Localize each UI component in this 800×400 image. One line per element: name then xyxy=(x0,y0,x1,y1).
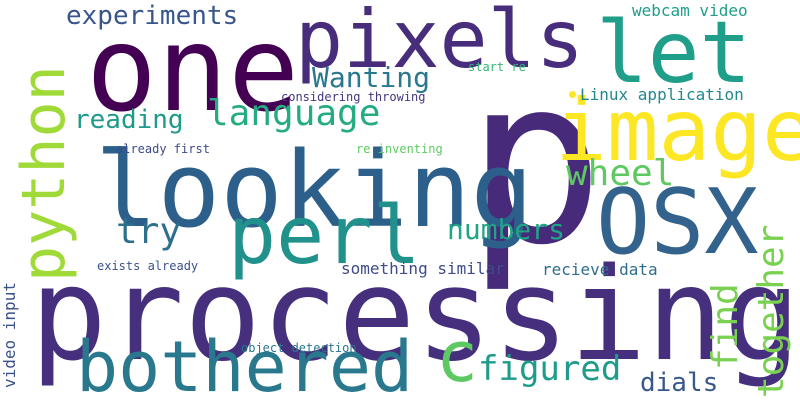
word-osx: OSX xyxy=(596,170,759,275)
word-object-detection: object detection xyxy=(241,341,357,355)
word-bothered: bothered xyxy=(76,326,414,400)
word-figured: figured xyxy=(478,349,622,389)
word-linux-application: Linux application xyxy=(580,85,744,104)
word-let: let xyxy=(596,3,752,103)
decorative-dot xyxy=(569,91,576,98)
word-together: together xyxy=(751,224,792,398)
word-find: find xyxy=(705,283,746,370)
word-reading: reading xyxy=(74,105,184,135)
word-experiments: experiments xyxy=(66,1,239,31)
word-processing: processing xyxy=(30,241,800,390)
word-webcam-video: webcam video xyxy=(632,1,748,20)
word-start-re: start re xyxy=(468,60,526,74)
word-image: image xyxy=(555,81,800,181)
word-already-first: already first xyxy=(116,142,210,156)
word-p: p xyxy=(466,29,605,296)
word-numbers: numbers xyxy=(447,213,566,246)
word-perl: perl xyxy=(228,189,421,282)
word-looking: looking xyxy=(95,129,534,251)
word-try: try xyxy=(116,211,182,252)
word-python: python xyxy=(9,65,79,282)
word-pixels: pixels xyxy=(295,0,584,86)
word-something-similar: something similar xyxy=(341,259,505,278)
word-recieve-data: recieve data xyxy=(542,260,658,279)
word-considering-throwing: considering throwing xyxy=(281,90,426,104)
word-wheel: wheel xyxy=(566,153,675,194)
word-dials: dials xyxy=(640,368,719,398)
word-one: one xyxy=(86,0,300,138)
word-language: language xyxy=(207,93,381,134)
word-video-input: video input xyxy=(0,282,19,388)
word-wanting: Wanting xyxy=(312,61,431,94)
word-re-inventing: re inventing xyxy=(356,142,443,156)
word-c: c xyxy=(436,316,479,398)
word-exists-already: exists already xyxy=(97,259,199,273)
